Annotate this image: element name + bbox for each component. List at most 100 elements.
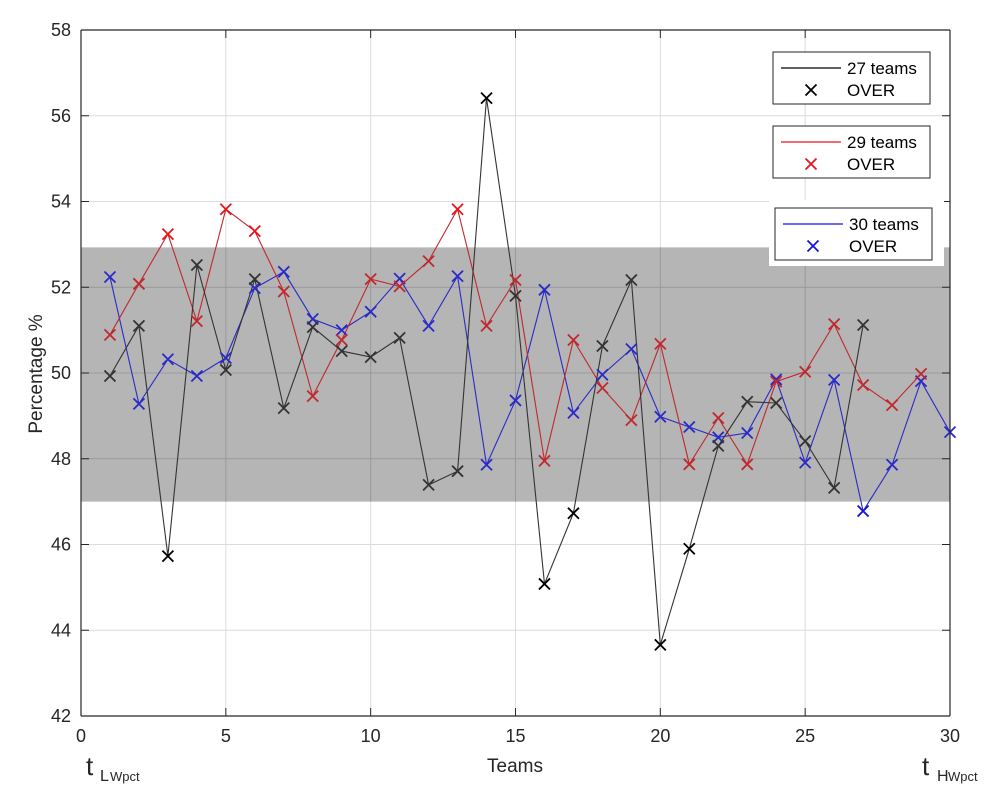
x-marker — [422, 478, 435, 492]
x-tick-label: 0 — [76, 726, 86, 746]
data-point — [538, 454, 551, 468]
x-marker — [422, 254, 435, 268]
data-point — [335, 333, 348, 347]
x-marker — [885, 399, 899, 412]
x-marker — [161, 549, 175, 563]
y-tick-label: 48 — [51, 449, 71, 469]
x-marker — [770, 396, 783, 410]
data-point — [161, 227, 175, 241]
x-marker — [654, 638, 667, 651]
x-axis-label: Teams — [487, 756, 543, 777]
data-point — [393, 331, 406, 344]
x-marker — [277, 402, 290, 415]
annotation-t-high: t H Wpct — [922, 751, 978, 785]
data-point — [770, 375, 783, 388]
x-marker — [770, 375, 783, 388]
x-marker — [422, 319, 435, 332]
data-point — [741, 426, 754, 440]
data-point — [885, 399, 899, 412]
data-point — [509, 289, 522, 302]
x-marker — [364, 305, 377, 318]
x-marker — [712, 411, 725, 425]
x-marker — [567, 406, 580, 420]
data-point — [799, 456, 812, 469]
data-point — [132, 397, 146, 411]
data-point — [219, 351, 232, 365]
legend-29-teams: 29 teams OVER — [772, 125, 931, 179]
legend-30-teams: 30 teams OVER — [769, 200, 944, 266]
legend-series-label: 29 teams — [847, 133, 917, 152]
x-marker — [885, 458, 899, 471]
x-marker — [509, 394, 522, 407]
x-marker — [335, 323, 348, 337]
x-marker — [190, 369, 204, 383]
x-marker — [596, 368, 609, 381]
x-marker — [480, 92, 493, 105]
data-point — [190, 258, 204, 272]
x-marker — [799, 456, 812, 469]
data-point — [856, 318, 870, 332]
legend-box — [772, 125, 931, 179]
x-marker — [741, 458, 754, 471]
x-tick-label: 5 — [221, 726, 231, 746]
x-marker — [190, 258, 204, 272]
data-point — [509, 273, 522, 287]
x-marker — [132, 397, 146, 411]
data-point — [567, 406, 580, 420]
data-point — [799, 435, 812, 448]
x-marker — [799, 435, 812, 448]
x-marker — [827, 373, 841, 386]
data-point — [364, 272, 377, 286]
data-point — [248, 224, 261, 238]
data-point — [277, 285, 290, 298]
data-point — [827, 373, 841, 386]
x-marker — [683, 420, 696, 434]
data-point — [161, 353, 175, 366]
x-marker — [625, 414, 638, 427]
legend-marker-swatch — [806, 239, 820, 253]
x-marker — [161, 353, 175, 366]
x-marker — [248, 224, 261, 238]
data-point — [277, 265, 290, 278]
x-marker — [741, 395, 754, 408]
data-point — [480, 319, 493, 332]
data-point — [683, 458, 696, 471]
data-point — [625, 342, 638, 356]
x-marker — [451, 269, 464, 283]
x-marker — [827, 481, 841, 495]
data-point — [654, 410, 667, 423]
x-tick-label: 10 — [361, 726, 381, 746]
x-tick-label: 30 — [940, 726, 960, 746]
x-marker — [248, 272, 261, 286]
data-point — [741, 458, 754, 471]
x-tick-label: 20 — [650, 726, 670, 746]
x-marker — [509, 273, 522, 287]
x-marker — [741, 426, 754, 440]
data-point — [538, 283, 551, 296]
y-tick-label: 54 — [51, 192, 71, 212]
data-point — [567, 333, 580, 347]
x-marker — [625, 342, 638, 356]
data-point — [625, 273, 638, 287]
x-marker — [364, 350, 377, 364]
annotation-t-low-subsub: Wpct — [110, 769, 140, 784]
data-point — [306, 320, 319, 334]
x-marker — [596, 339, 609, 353]
x-tick-label: 25 — [795, 726, 815, 746]
y-tick-label: 58 — [51, 20, 71, 40]
x-marker — [132, 319, 146, 332]
x-marker — [190, 314, 204, 328]
x-tick-label: 15 — [505, 726, 525, 746]
data-point — [856, 504, 870, 518]
x-marker — [509, 289, 522, 302]
data-point — [335, 344, 348, 358]
data-point — [248, 272, 261, 286]
annotation-t-high-sub: H — [937, 768, 949, 785]
data-point — [770, 373, 783, 386]
data-point — [654, 337, 667, 350]
data-point — [422, 319, 435, 332]
annotation-t-high-main: t — [922, 751, 930, 781]
data-point — [596, 381, 609, 395]
legend-marker-swatch — [804, 157, 818, 171]
data-point — [683, 542, 696, 555]
